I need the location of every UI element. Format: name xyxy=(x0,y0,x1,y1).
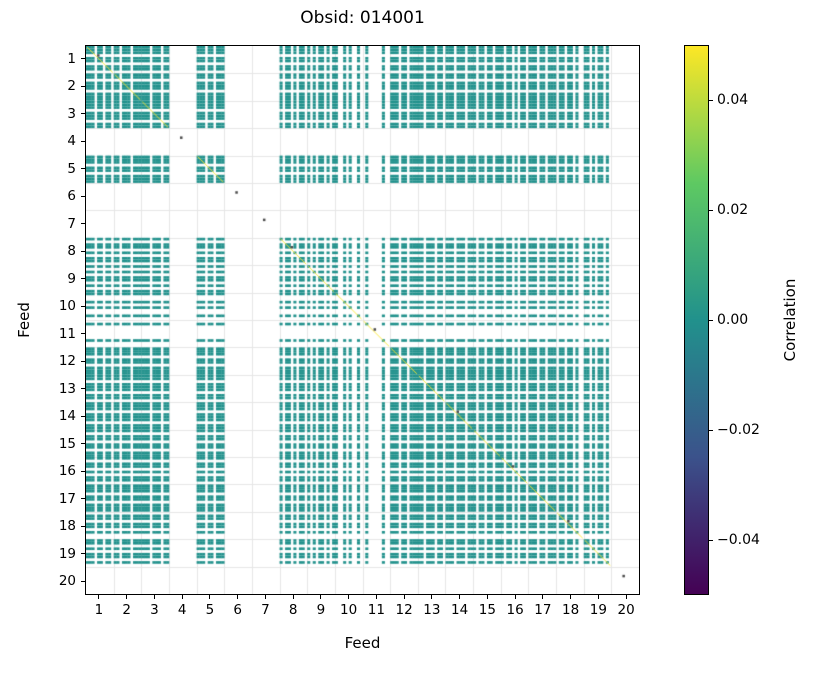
y-axis-label: Feed xyxy=(15,302,33,338)
x-tick-mark xyxy=(126,595,128,599)
x-tick-mark xyxy=(375,595,377,599)
x-tick-mark xyxy=(348,595,350,599)
x-tick-label: 4 xyxy=(177,602,187,618)
x-tick-label: 1 xyxy=(94,602,104,618)
x-tick-mark xyxy=(597,595,599,599)
x-tick-mark xyxy=(237,595,239,599)
x-tick-label: 3 xyxy=(150,602,159,618)
x-tick-label: 20 xyxy=(617,602,635,618)
y-tick-label: 18 xyxy=(58,518,76,535)
colorbar-tick-mark xyxy=(709,209,713,211)
x-tick-mark xyxy=(153,595,155,599)
y-tick-label: 16 xyxy=(58,463,76,480)
x-tick-label: 14 xyxy=(451,602,469,618)
y-tick-label: 3 xyxy=(67,105,76,122)
colorbar-tick-mark xyxy=(709,539,713,541)
x-tick-mark xyxy=(431,595,433,599)
y-tick-label: 2 xyxy=(67,78,76,95)
y-tick-label: 14 xyxy=(58,408,76,425)
y-tick-label: 17 xyxy=(58,490,76,507)
colorbar-label: Correlation xyxy=(781,278,799,362)
x-tick-label: 5 xyxy=(205,602,215,618)
x-tick-label: 13 xyxy=(423,602,441,618)
x-tick-label: 11 xyxy=(367,602,385,618)
x-tick-mark xyxy=(542,595,544,599)
x-tick-mark xyxy=(98,595,100,599)
x-tick-label: 8 xyxy=(288,602,298,618)
x-tick-label: 18 xyxy=(562,602,580,618)
x-tick-mark xyxy=(320,595,322,599)
colorbar-tick-mark xyxy=(709,99,713,101)
colorbar-tick-label: 0.00 xyxy=(717,312,749,328)
y-tick-label: 12 xyxy=(58,353,76,370)
y-tick-label: 9 xyxy=(67,270,76,287)
x-tick-mark xyxy=(403,595,405,599)
x-axis-label: Feed xyxy=(344,634,381,652)
y-tick-label: 13 xyxy=(58,380,76,397)
y-tick-label: 5 xyxy=(67,160,76,177)
colorbar-tick-label: −0.02 xyxy=(717,422,760,438)
heatmap-canvas xyxy=(86,46,639,594)
colorbar-tick-label: 0.02 xyxy=(717,202,749,218)
x-tick-mark xyxy=(459,595,461,599)
x-tick-label: 17 xyxy=(534,602,552,618)
x-tick-label: 12 xyxy=(395,602,413,618)
y-tick-label: 11 xyxy=(58,325,76,342)
x-tick-label: 7 xyxy=(261,602,270,618)
x-tick-mark xyxy=(486,595,488,599)
colorbar-tick-label: −0.04 xyxy=(717,532,760,548)
x-tick-label: 19 xyxy=(589,602,607,618)
x-tick-label: 10 xyxy=(340,602,358,618)
x-tick-label: 15 xyxy=(478,602,496,618)
x-tick-label: 9 xyxy=(316,602,326,618)
x-tick-mark xyxy=(514,595,516,599)
y-tick-label: 20 xyxy=(58,573,76,590)
y-tick-label: 10 xyxy=(58,298,76,315)
x-tick-label: 16 xyxy=(506,602,524,618)
x-tick-label: 2 xyxy=(122,602,131,618)
colorbar-tick-mark xyxy=(709,429,713,431)
colorbar-tick-mark xyxy=(709,319,713,321)
heatmap-plot xyxy=(85,45,640,595)
x-tick-mark xyxy=(181,595,183,599)
x-tick-mark xyxy=(209,595,211,599)
x-tick-mark xyxy=(625,595,627,599)
x-tick-mark xyxy=(570,595,572,599)
y-tick-label: 1 xyxy=(67,50,76,67)
y-tick-label: 4 xyxy=(67,133,76,150)
x-tick-mark xyxy=(292,595,294,599)
y-tick-label: 7 xyxy=(67,215,76,232)
colorbar-tick-label: 0.04 xyxy=(717,92,749,108)
x-tick-label: 6 xyxy=(233,602,242,618)
y-tick-label: 6 xyxy=(67,188,76,205)
colorbar-gradient xyxy=(684,45,709,595)
y-tick-label: 8 xyxy=(67,243,76,260)
y-tick-label: 19 xyxy=(58,545,76,562)
y-tick-label: 15 xyxy=(58,435,76,452)
x-tick-mark xyxy=(264,595,266,599)
chart-title: Obsid: 014001 xyxy=(300,8,425,28)
